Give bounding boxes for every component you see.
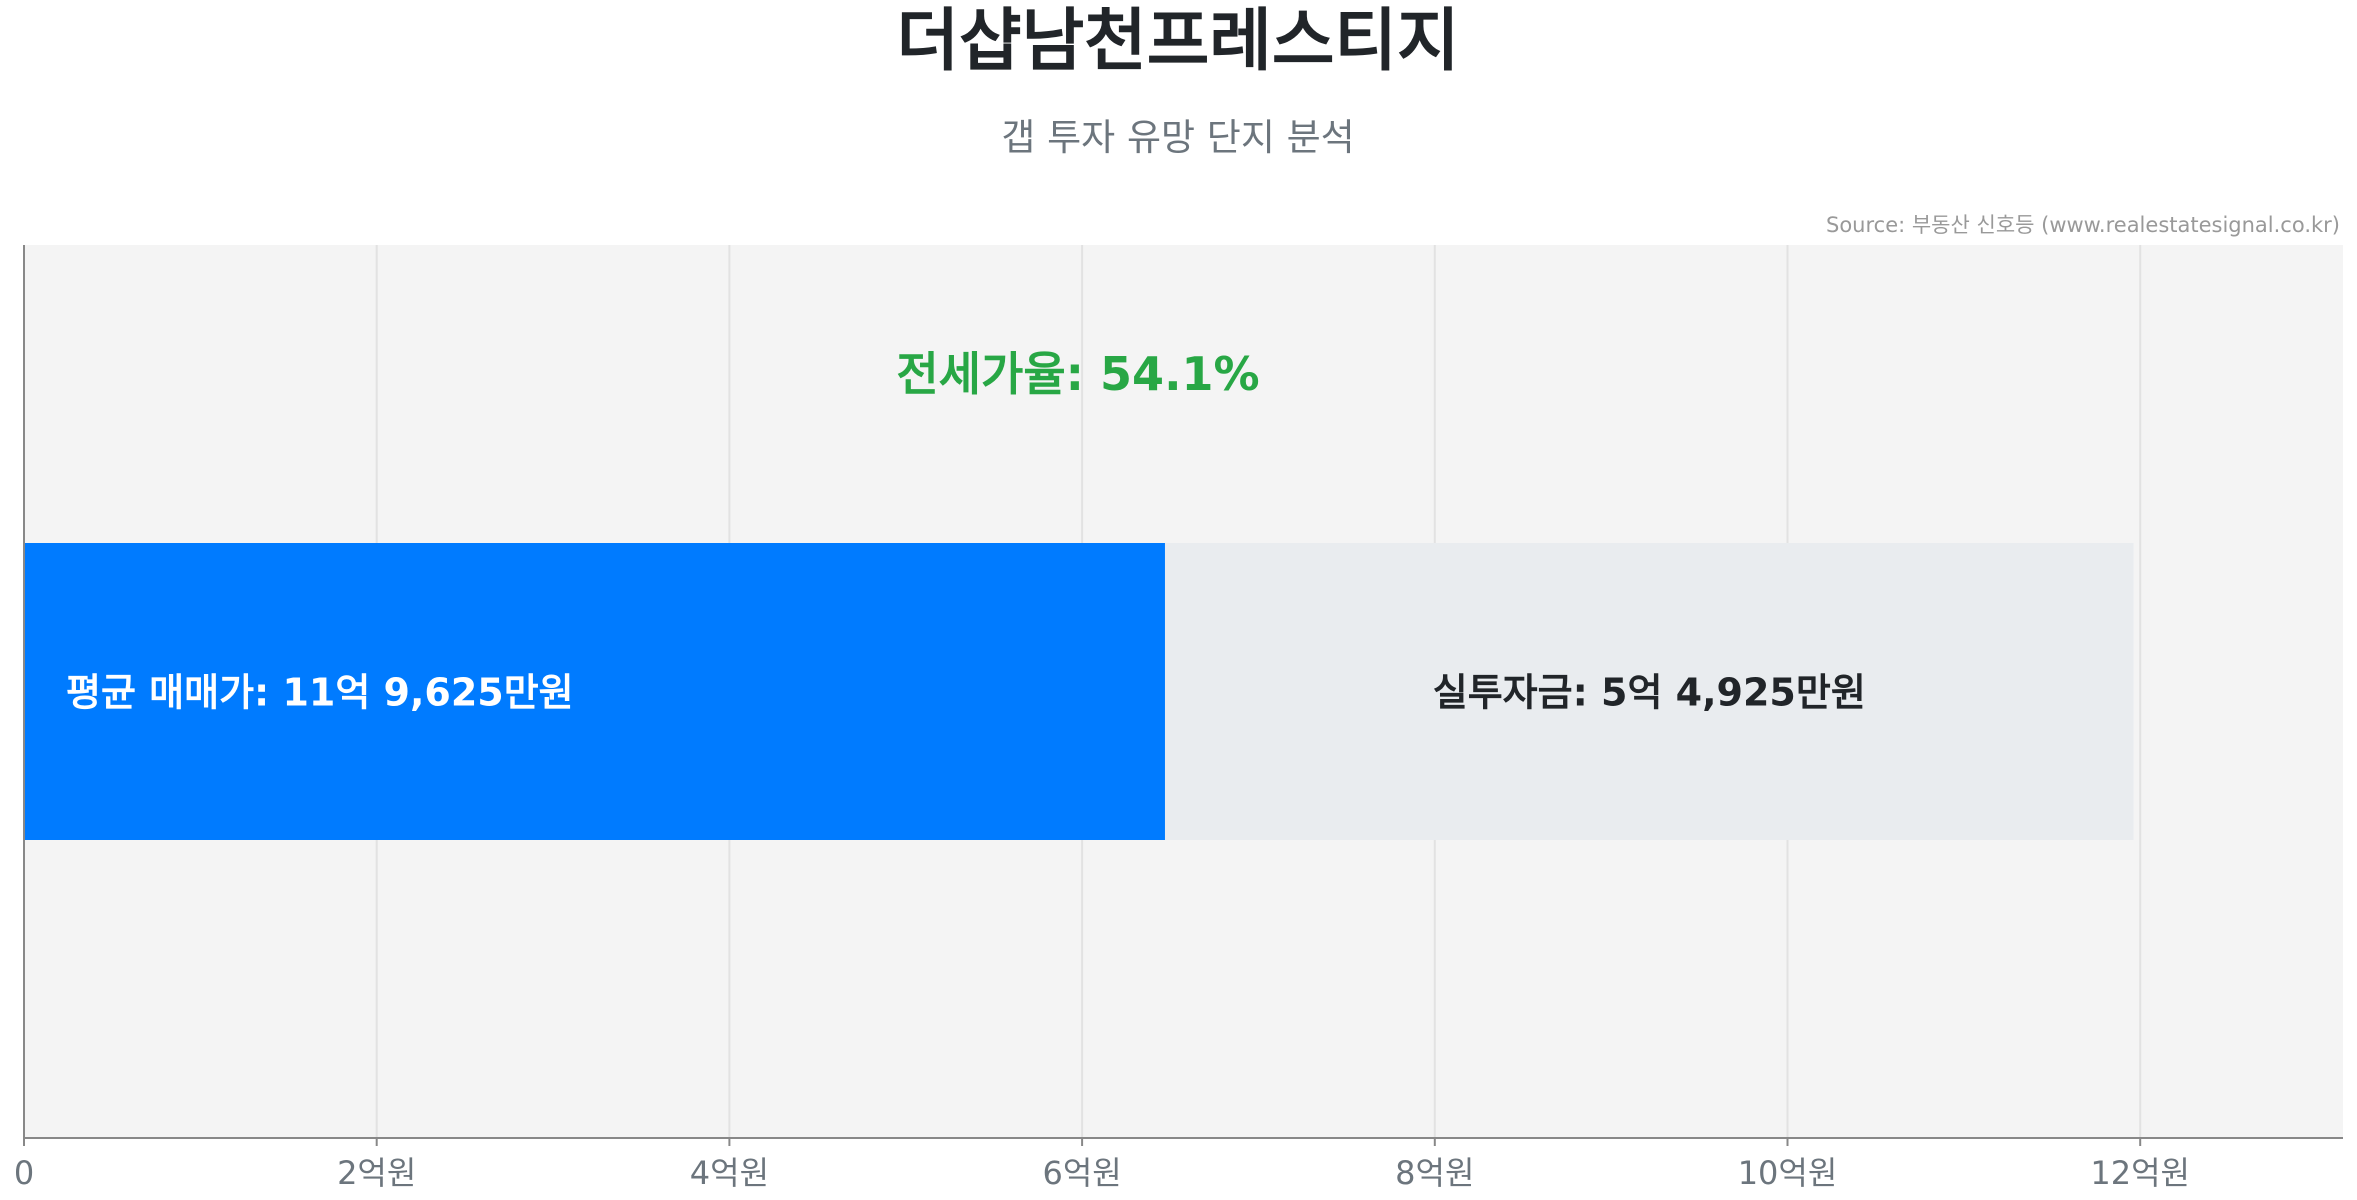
source-note: Source: 부동산 신호등 (www.realestatesignal.co… bbox=[1826, 213, 2340, 237]
chart-subtitle: 갭 투자 유망 단지 분석 bbox=[1001, 116, 1354, 159]
x-tick-label: 0 bbox=[14, 1154, 34, 1192]
x-tick-label: 4억원 bbox=[690, 1154, 769, 1192]
jeonse-ratio-annotation: 전세가율: 54.1% bbox=[896, 347, 1259, 401]
bar-segment-investment bbox=[1164, 543, 2134, 840]
x-tick-label: 10억원 bbox=[1738, 1154, 1838, 1192]
chart-title: 더샵남천프레스티지 bbox=[896, 2, 1459, 81]
bar-segment-jeonse bbox=[24, 543, 1165, 840]
bars: 평균 매매가: 11억 9,625만원 실투자금: 5억 4,925만원 bbox=[24, 543, 2134, 840]
x-tick-label: 12억원 bbox=[2090, 1154, 2190, 1192]
x-tick-label: 6억원 bbox=[1042, 1154, 1121, 1192]
bar-label-investment: 실투자금: 5억 4,925만원 bbox=[1433, 671, 1866, 715]
x-tick-label: 2억원 bbox=[337, 1154, 416, 1192]
bar-label-jeonse: 평균 매매가: 11억 9,625만원 bbox=[66, 671, 574, 715]
x-axis-ticks: 0 2억원 4억원 6억원 8억원 10억원 12억원 bbox=[14, 1138, 2190, 1192]
x-tick-label: 8억원 bbox=[1395, 1154, 1474, 1192]
